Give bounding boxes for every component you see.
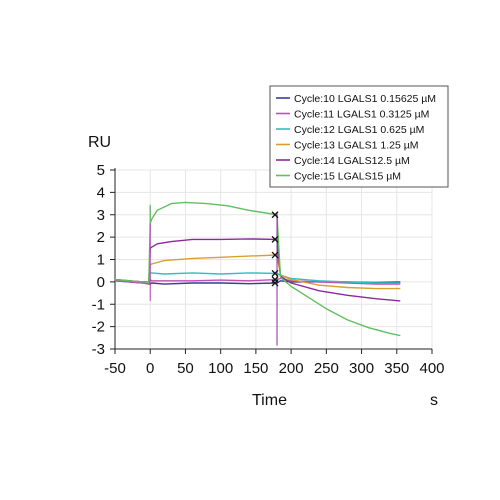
y-tick-label: -3 [92,341,105,358]
y-tick-label: 3 [97,207,105,224]
x-tick-label: 100 [208,360,233,377]
y-tick-label: -2 [92,319,105,336]
legend-entry: Cycle:14 LGALS12.5 µM [294,155,410,167]
x-tick-label: 250 [314,360,339,377]
y-tick-label: 1 [97,252,105,269]
injection-end-marker [271,211,279,219]
x-tick-label: 200 [279,360,304,377]
legend-entry: Cycle:15 LGALS15 µM [294,171,401,183]
injection-end-marker [271,235,279,243]
y-axis-title: RU [88,134,111,151]
x-axis-unit: s [430,392,438,409]
legend-entry: Cycle:12 LGALS1 0.625 µM [294,124,424,136]
y-tick-label: 4 [97,184,105,201]
y-tick-label: -1 [92,296,105,313]
x-tick-label: 50 [177,360,194,377]
x-axis-title: Time [252,392,287,409]
injection-end-marker [271,269,279,277]
legend-box [269,85,449,188]
series-line-6 [114,201,401,337]
legend-entry: Cycle:13 LGALS1 1.25 µM [294,140,419,152]
tick-labels: -3 -2 -1 0 1 2 3 4 5 -50 0 50 100 150 200 250 300 350 400 [92,162,445,377]
x-tick-label: -50 [104,360,126,377]
y-tick-label: 5 [97,162,105,179]
x-tick-label: 300 [349,360,374,377]
legend: Cycle:10 LGALS1 0.15625 µM Cycle:11 LGALS… [269,85,449,188]
grid [114,169,433,350]
x-tick-label: 350 [384,360,409,377]
series-line-5 [114,238,401,302]
legend-entry: Cycle:11 LGALS1 0.3125 µM [294,109,429,121]
injection-end-marker [271,251,279,259]
x-tick-label: 400 [419,360,444,377]
axes [110,168,433,354]
series-line-2 [114,277,401,285]
legend-entry: Cycle:10 LGALS1 0.15625 µM [294,93,436,105]
injection-markers [149,204,279,346]
y-tick-label: 0 [97,274,105,291]
y-tick-label: 2 [97,229,105,246]
series-lines [114,201,401,337]
injection-end-marker [271,279,279,287]
x-tick-label: 150 [243,360,268,377]
x-tick-label: 0 [146,360,154,377]
